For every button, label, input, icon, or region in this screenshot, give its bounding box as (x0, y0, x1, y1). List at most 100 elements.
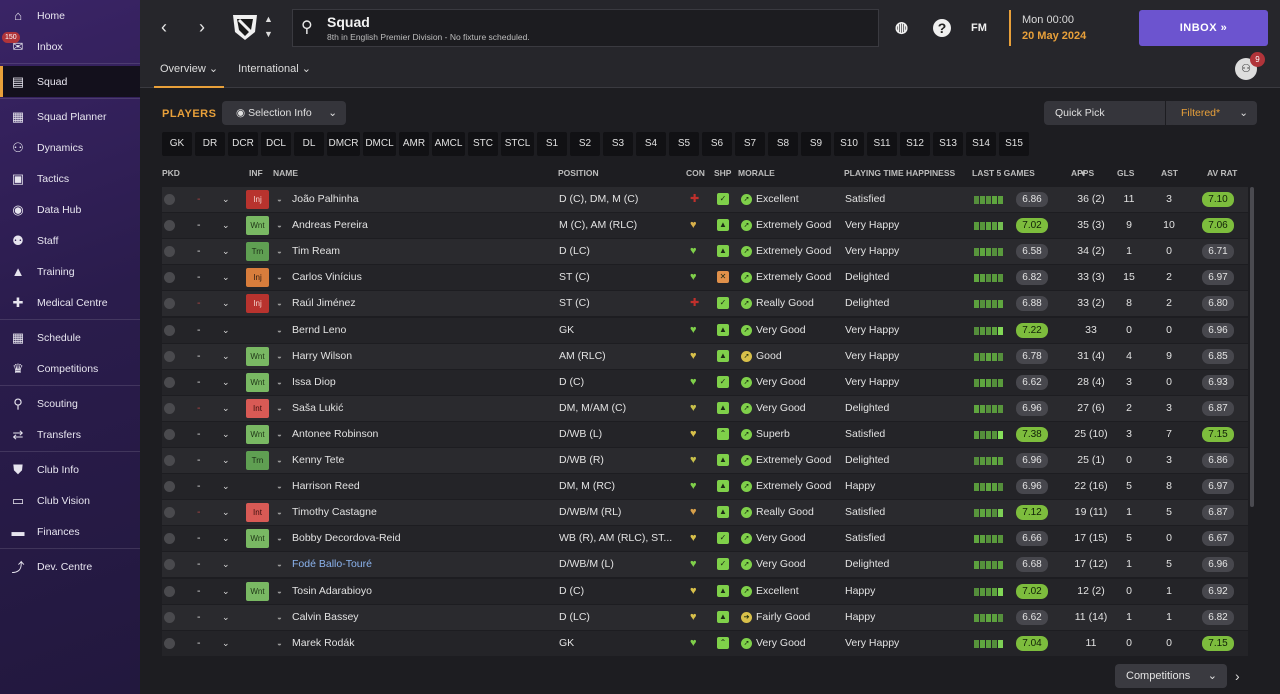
help-icon[interactable]: ? (933, 19, 951, 37)
row-chevron-down-icon[interactable]: ⌄ (222, 376, 230, 387)
forward-arrow-icon[interactable]: › (199, 17, 205, 37)
selection-dash[interactable]: - (197, 271, 201, 284)
club-down-icon[interactable]: ▼ (264, 29, 273, 39)
position-filter-stc[interactable]: STC (468, 132, 498, 156)
player-name-link[interactable]: Kenny Tete (292, 454, 345, 466)
date-display[interactable]: Mon 00:00 20 May 2024 (1009, 10, 1129, 46)
position-filter-s14[interactable]: S14 (966, 132, 996, 156)
pick-toggle[interactable] (164, 533, 175, 545)
player-name-link[interactable]: Antonee Robinson (292, 427, 379, 440)
pick-toggle[interactable] (164, 272, 175, 284)
col-gls[interactable]: GLS (1117, 168, 1135, 178)
position-filter-s1[interactable]: S1 (537, 132, 567, 156)
player-name-link[interactable]: Calvin Bassey (292, 610, 359, 623)
position-filter-dcr[interactable]: DCR (228, 132, 258, 156)
pick-toggle[interactable] (164, 585, 175, 597)
table-row[interactable]: - ⌄ Wnt ◒ Tosin Adarabioyo D (C) ♥ ▲ ➚ Excellent H… (162, 578, 1248, 604)
player-name-link[interactable]: Andreas Pereira (292, 219, 368, 232)
col-con[interactable]: CON (686, 168, 705, 178)
club-up-icon[interactable]: ▲ (264, 14, 273, 24)
player-name-link[interactable]: Fodé Ballo-Touré (292, 558, 372, 571)
position-filter-s8[interactable]: S8 (768, 132, 798, 156)
position-filter-amcl[interactable]: AMCL (432, 132, 465, 156)
pick-toggle[interactable] (164, 220, 175, 232)
next-arrow-icon[interactable]: › (1235, 668, 1240, 684)
position-filter-s15[interactable]: S15 (999, 132, 1029, 156)
selection-dash[interactable]: - (197, 584, 201, 597)
player-name-link[interactable]: Saša Lukić (292, 401, 344, 414)
col-morale[interactable]: MORALE (738, 168, 775, 178)
row-chevron-down-icon[interactable]: ⌄ (222, 298, 230, 309)
sidebar-item-finances[interactable]: ▬ Finances (0, 516, 140, 547)
sidebar-item-squad-planner[interactable]: ▦ Squad Planner (0, 101, 140, 132)
selection-dash[interactable]: - (197, 323, 201, 336)
table-row[interactable]: - ⌄ Wnt ◒ Bobby Decordova-Reid WB (R), AM (RL… (162, 526, 1248, 552)
position-filter-s10[interactable]: S10 (834, 132, 864, 156)
selection-dash[interactable]: - (197, 532, 201, 545)
player-name-link[interactable]: Bobby Decordova-Reid (292, 532, 401, 545)
col-pkd[interactable]: PKD (162, 168, 180, 178)
position-filter-s9[interactable]: S9 (801, 132, 831, 156)
table-row[interactable]: - ⌄ Inj ◒ João Palhinha D (C), DM, M (C) ✚ ✓ ➚ Ex… (162, 187, 1248, 212)
col-ast[interactable]: AST (1161, 168, 1178, 178)
club-crest-icon[interactable] (231, 12, 259, 42)
position-filter-amr[interactable]: AMR (399, 132, 429, 156)
row-chevron-down-icon[interactable]: ⌄ (222, 220, 230, 231)
player-name-link[interactable]: Timothy Castagne (292, 506, 377, 519)
filtered-button[interactable]: Filtered* ⌄ (1170, 101, 1257, 125)
selection-dash[interactable]: - (197, 245, 201, 258)
table-row[interactable]: - ⌄ Trn ◒ Kenny Tete D/WB (R) ♥ ▲ ➚ Extremely Goo… (162, 448, 1248, 473)
selection-dash[interactable]: - (197, 375, 201, 388)
pick-toggle[interactable] (164, 246, 175, 258)
selection-dash[interactable]: - (197, 480, 201, 493)
row-chevron-down-icon[interactable]: ⌄ (222, 324, 230, 335)
table-row[interactable]: - ⌄ ◒ Calvin Bassey D (LC) ♥ ▲ ➔ Fairly Good Happ… (162, 604, 1248, 630)
selection-dash[interactable]: - (197, 558, 201, 571)
row-chevron-down-icon[interactable]: ⌄ (222, 637, 230, 648)
sidebar-item-home[interactable]: ⌂ Home (0, 0, 140, 31)
sidebar-item-club-info[interactable]: ⛊ Club Info (0, 454, 140, 485)
sidebar-item-competitions[interactable]: ♛ Competitions (0, 353, 140, 384)
table-row[interactable]: - ⌄ Int ◒ Saša Lukić DM, M/AM (C) ♥ ▲ ➚ Very Good… (162, 395, 1248, 421)
sidebar-item-schedule[interactable]: ▦ Schedule (0, 322, 140, 353)
pick-toggle[interactable] (164, 455, 175, 466)
row-chevron-down-icon[interactable]: ⌄ (222, 585, 230, 596)
row-chevron-down-icon[interactable]: ⌄ (222, 455, 230, 465)
back-arrow-icon[interactable]: ‹ (161, 17, 167, 37)
player-name-link[interactable]: Tim Ream (292, 245, 341, 258)
sidebar-item-data-hub[interactable]: ◉ Data Hub (0, 194, 140, 225)
world-icon[interactable]: ◍ (895, 19, 909, 36)
table-row[interactable]: - ⌄ ◒ Bernd Leno GK ♥ ▲ ➚ Very Good Very Happy 7.2… (162, 317, 1248, 343)
position-filter-stcl[interactable]: STCL (501, 132, 534, 156)
position-filter-s4[interactable]: S4 (636, 132, 666, 156)
table-row[interactable]: - ⌄ Wnt ◒ Harry Wilson AM (RLC) ♥ ▲ ➚ Good Very Ha… (162, 343, 1248, 369)
pick-toggle[interactable] (164, 324, 175, 336)
player-name-link[interactable]: Bernd Leno (292, 323, 347, 336)
competitions-button[interactable]: Competitions ⌄ (1115, 664, 1227, 688)
position-filter-s7[interactable]: S7 (735, 132, 765, 156)
selection-dash[interactable]: - (197, 610, 201, 623)
position-filter-dcl[interactable]: DCL (261, 132, 291, 156)
col-inf[interactable]: INF (249, 168, 263, 178)
sidebar-item-transfers[interactable]: ⇄ Transfers (0, 419, 140, 450)
row-chevron-down-icon[interactable]: ⌄ (222, 350, 230, 361)
col-avrat[interactable]: AV RAT (1207, 168, 1238, 178)
player-name-link[interactable]: Harrison Reed (292, 480, 360, 493)
row-chevron-down-icon[interactable]: ⌄ (222, 559, 230, 570)
row-chevron-down-icon[interactable]: ⌄ (222, 481, 230, 492)
sidebar-item-staff[interactable]: ⚉ Staff (0, 225, 140, 256)
pick-toggle[interactable] (164, 481, 175, 493)
selection-dash[interactable]: - (197, 193, 201, 205)
pick-toggle[interactable] (164, 194, 175, 205)
table-scrollbar[interactable] (1250, 187, 1254, 507)
pick-toggle[interactable] (164, 350, 175, 362)
pick-toggle[interactable] (164, 298, 175, 310)
pick-toggle[interactable] (164, 611, 175, 623)
position-filter-dr[interactable]: DR (195, 132, 225, 156)
table-row[interactable]: - ⌄ Inj ◒ Raúl Jiménez ST (C) ✚ ✓ ➚ Really Good De… (162, 291, 1248, 317)
pick-toggle[interactable] (164, 376, 175, 388)
selection-info-button[interactable]: ◉ Selection Info ⌄ (222, 101, 346, 125)
selection-dash[interactable]: - (197, 219, 201, 232)
sidebar-item-dev-centre[interactable]: ⤴ Dev. Centre (0, 551, 140, 582)
table-row[interactable]: - ⌄ Wnt ◒ Andreas Pereira M (C), AM (RLC) ♥ ▲ ➚ E… (162, 213, 1248, 239)
